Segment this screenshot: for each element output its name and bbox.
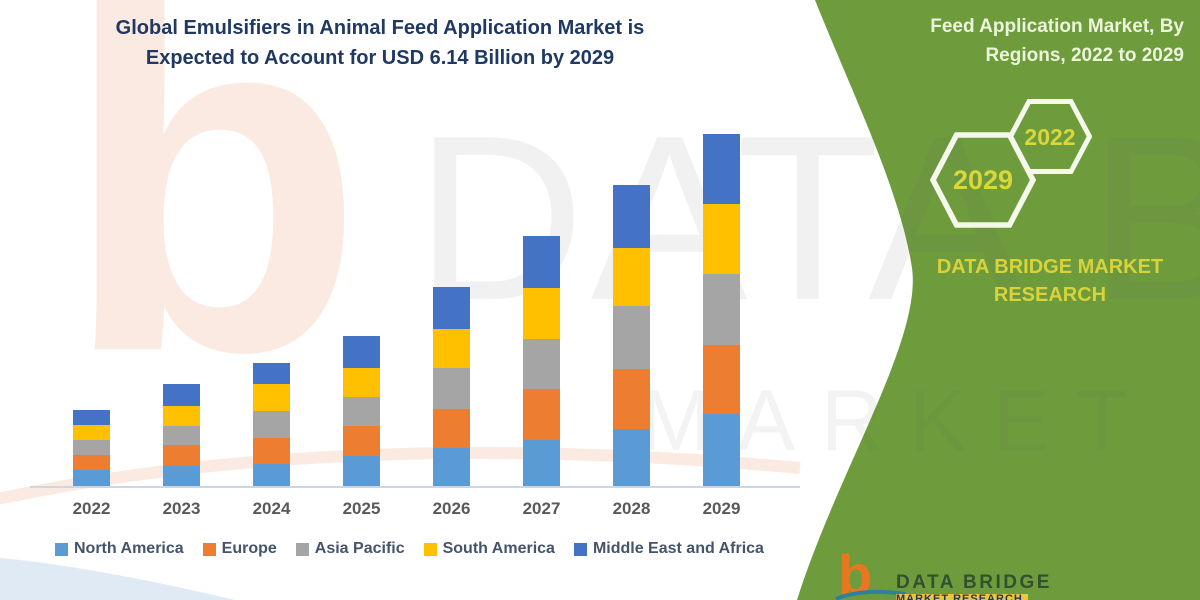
bar-segment-europe <box>73 455 110 470</box>
x-tick-label-2023: 2023 <box>162 499 201 518</box>
brand-name-text: DATA BRIDGE MARKET RESEARCH <box>936 256 1164 306</box>
legend-swatch-icon <box>423 542 437 556</box>
bar-segment-europe <box>613 369 650 429</box>
legend-label: Asia Pacific <box>314 540 405 557</box>
bar-segment-asia-pacific <box>523 338 560 390</box>
legend-swatch-icon <box>573 542 587 556</box>
logo-subtitle-text: MARKET RESEARCH <box>896 594 1023 600</box>
bar-2025 <box>343 336 380 486</box>
bar-segment-middle-east-and-africa <box>163 384 200 406</box>
bar-segment-middle-east-and-africa <box>433 286 470 329</box>
bar-segment-south-america <box>73 425 110 441</box>
bar-2027 <box>523 235 560 486</box>
bar-segment-south-america <box>163 405 200 427</box>
x-tick-label-2027: 2027 <box>522 499 561 518</box>
bar-segment-europe <box>433 409 470 449</box>
bar-segment-asia-pacific <box>433 367 470 410</box>
bar-segment-south-america <box>253 383 290 412</box>
x-tick-label-2025: 2025 <box>342 499 381 518</box>
logo-subtitle-strip: MARKET RESEARCH <box>896 594 1028 600</box>
legend-item-north-america: North America <box>55 540 184 558</box>
bar-segment-asia-pacific <box>343 396 380 427</box>
bar-segment-north-america <box>253 463 290 486</box>
legend-item-south-america: South America <box>423 540 555 558</box>
watermark-b-letter-icon: b <box>62 0 365 454</box>
bar-segment-middle-east-and-africa <box>343 336 380 368</box>
bar-segment-north-america <box>523 439 560 486</box>
legend-item-europe: Europe <box>202 540 277 558</box>
bar-segment-middle-east-and-africa <box>613 185 650 248</box>
bar-segment-south-america <box>523 288 560 339</box>
bar-2028 <box>613 185 650 486</box>
legend-item-middle-east-and-africa: Middle East and Africa <box>573 540 764 558</box>
bar-segment-asia-pacific <box>253 411 290 438</box>
bar-segment-asia-pacific <box>613 306 650 370</box>
legend-swatch-icon <box>295 542 309 556</box>
bar-segment-asia-pacific <box>73 440 110 456</box>
bar-segment-asia-pacific <box>163 426 200 446</box>
x-tick-label-2024: 2024 <box>252 499 291 518</box>
bar-segment-europe <box>523 389 560 440</box>
bar-segment-europe <box>163 445 200 466</box>
bar-segment-europe <box>253 437 290 464</box>
legend-label: Middle East and Africa <box>592 540 764 557</box>
x-tick-label-2026: 2026 <box>432 499 471 518</box>
bar-segment-north-america <box>613 428 650 486</box>
x-axis-line <box>30 486 800 488</box>
hexagon-2022-icon: 2022 <box>1008 99 1092 174</box>
bar-segment-north-america <box>343 456 380 486</box>
x-tick-label-2028: 2028 <box>612 499 651 518</box>
bar-2029 <box>703 133 740 486</box>
bar-2024 <box>253 362 290 486</box>
hexagon-2029-label: 2029 <box>953 165 1013 195</box>
x-tick-label-2029: 2029 <box>702 499 741 518</box>
bar-segment-north-america <box>73 469 110 486</box>
bar-segment-europe <box>343 426 380 457</box>
data-bridge-logo: b DATA BRIDGE MARKET RESEARCH <box>835 547 1088 600</box>
logo-name-text: DATA BRIDGE <box>896 572 1052 593</box>
bar-segment-north-america <box>163 465 200 486</box>
x-tick-label-2022: 2022 <box>72 499 111 518</box>
bar-segment-middle-east-and-africa <box>523 235 560 289</box>
bar-segment-north-america <box>433 448 470 486</box>
legend-label: North America <box>74 540 184 557</box>
bar-segment-south-america <box>343 367 380 397</box>
bar-segment-south-america <box>703 204 740 274</box>
legend-swatch-icon <box>202 542 216 556</box>
bar-segment-middle-east-and-africa <box>253 362 290 384</box>
bar-2026 <box>433 286 470 486</box>
bar-segment-middle-east-and-africa <box>703 133 740 205</box>
logo-swoosh-icon <box>835 589 907 600</box>
legend-swatch-icon <box>55 542 68 556</box>
bar-segment-south-america <box>433 328 470 368</box>
bar-2023 <box>163 384 200 486</box>
side-panel-heading: Feed Application Market, By Regions, 202… <box>930 16 1184 66</box>
bar-segment-north-america <box>703 414 740 486</box>
bar-segment-europe <box>703 344 740 415</box>
bar-segment-middle-east-and-africa <box>73 410 110 426</box>
legend-item-asia-pacific: Asia Pacific <box>295 540 405 558</box>
green-panel-background <box>797 0 1200 600</box>
hexagon-2022-label: 2022 <box>1024 124 1075 150</box>
legend-label: South America <box>442 540 555 557</box>
bar-segment-asia-pacific <box>703 273 740 345</box>
bar-segment-south-america <box>613 247 650 307</box>
page-title: Global Emulsifiers in Animal Feed Applic… <box>115 17 645 69</box>
legend-label: Europe <box>221 540 277 557</box>
bar-2022 <box>73 410 110 486</box>
chart-legend: North America Europe Asia Pacific South Ame… <box>55 540 764 558</box>
